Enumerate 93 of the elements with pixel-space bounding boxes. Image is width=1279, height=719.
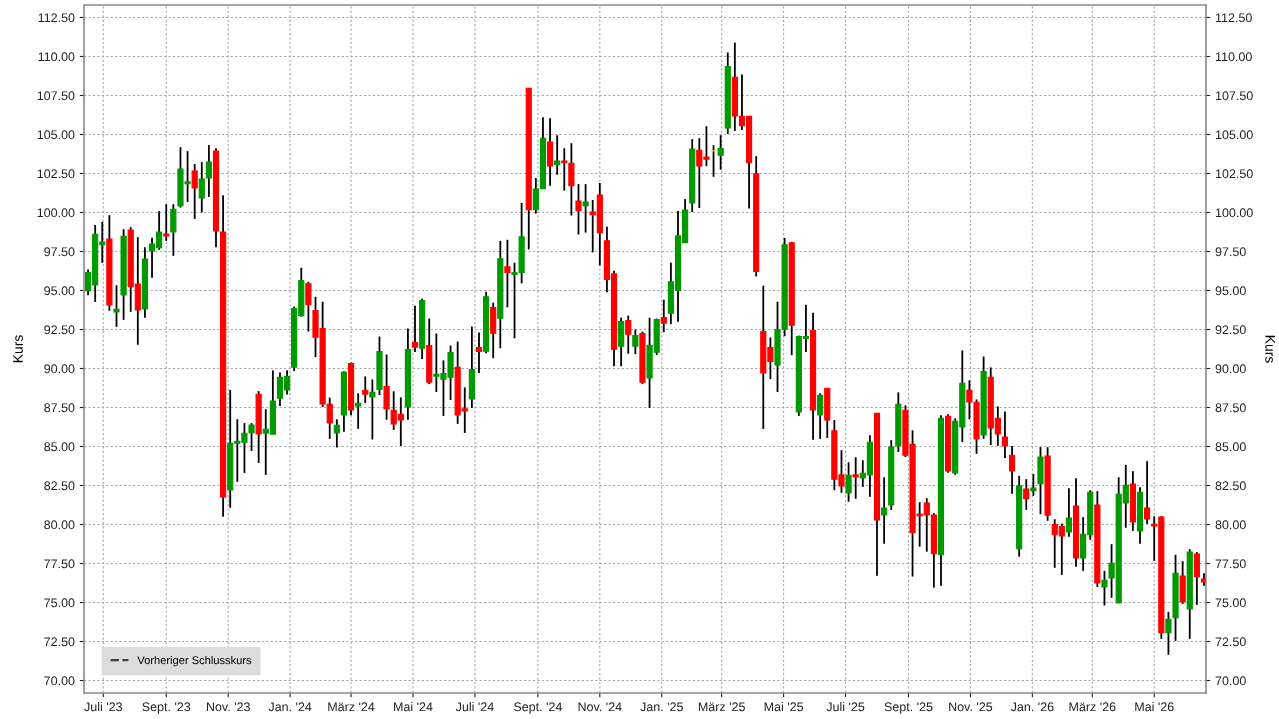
y-tick-label: 80.00 <box>44 520 75 530</box>
y2-tick-label: 95.00 <box>1215 286 1246 296</box>
y-tick-label: 72.50 <box>44 637 75 647</box>
candlestick <box>845 461 852 503</box>
candlestick <box>1023 478 1030 511</box>
x-tick-label: Mai '25 <box>764 702 804 712</box>
candlestick <box>660 298 667 334</box>
y-tick-label: 87.50 <box>44 403 75 413</box>
candlestick <box>625 314 632 355</box>
candlestick <box>852 456 859 500</box>
x-tick-label: Sept. '25 <box>884 702 933 714</box>
y2-tick-label: 82.50 <box>1215 481 1246 491</box>
y-tick-label: 70.00 <box>44 676 75 686</box>
x-tick-label: Sept. '23 <box>142 702 191 714</box>
candlestick <box>170 203 177 257</box>
y2-tick-label: 105.00 <box>1215 130 1253 140</box>
y-axis-title: Kurs <box>13 335 23 363</box>
y2-tick-label: 85.00 <box>1215 442 1246 452</box>
candlestick <box>369 378 376 441</box>
legend-label: Vorheriger Schlusskurs <box>137 655 252 667</box>
candlestick <box>1193 551 1200 606</box>
y-tick-label: 82.50 <box>44 481 75 491</box>
x-tick-label: Nov. '23 <box>206 702 250 712</box>
candlestick <box>113 284 120 328</box>
y2-tick-label: 72.50 <box>1215 637 1246 647</box>
candlestick <box>362 375 369 404</box>
candlestick <box>817 392 824 440</box>
x-tick-label: Juli '24 <box>455 702 494 712</box>
y-tick-label: 112.50 <box>38 13 75 23</box>
candlestick <box>568 142 575 217</box>
candlestick <box>1101 569 1108 607</box>
candlestick <box>191 163 198 220</box>
candlestick <box>710 144 717 178</box>
candlestick <box>1001 410 1009 459</box>
y-tick-label: 90.00 <box>44 364 75 374</box>
candlestick <box>1165 610 1172 656</box>
x-tick-label: Nov. '25 <box>949 702 993 712</box>
y-tick-label: 75.00 <box>44 598 75 608</box>
candlestick <box>575 183 582 236</box>
y2-tick-label: 77.50 <box>1215 559 1246 569</box>
x-tick-label: März '24 <box>328 702 375 712</box>
y2-tick-label: 70.00 <box>1215 676 1246 686</box>
y2-tick-label: 107.50 <box>1215 91 1253 101</box>
x-tick-label: Nov. '24 <box>578 702 622 712</box>
candlestick <box>355 392 362 430</box>
y-tick-label: 105.00 <box>37 130 75 140</box>
y2-tick-label: 75.00 <box>1215 598 1246 608</box>
candlestick <box>1144 460 1151 525</box>
candlestick <box>1065 487 1073 538</box>
candlestick <box>546 117 554 187</box>
y2-tick-label: 97.50 <box>1215 247 1246 257</box>
y-tick-label: 85.00 <box>44 442 75 452</box>
x-tick-label: Juli '23 <box>84 702 122 712</box>
x-tick-label: Sept. '24 <box>513 702 562 714</box>
candlestick <box>881 476 888 545</box>
candlestick <box>333 418 340 449</box>
candlestick <box>411 304 419 354</box>
y2-tick-label: 100.00 <box>1215 208 1253 218</box>
x-tick-label: Mai '26 <box>1135 702 1174 712</box>
y2-tick-label: 112.50 <box>1215 13 1252 23</box>
candlestick <box>504 238 511 309</box>
candlestick <box>163 203 170 242</box>
candlestick <box>305 280 312 333</box>
candlestick <box>1008 444 1016 495</box>
x-tick-label: Jan. '25 <box>640 702 683 712</box>
y-tick-label: 100.00 <box>37 208 75 218</box>
candlestick <box>383 353 390 421</box>
y2-tick-label: 80.00 <box>1215 520 1246 530</box>
y2-axis-title: Kurs <box>1265 335 1275 363</box>
y2-tick-label: 92.50 <box>1215 325 1246 335</box>
x-tick-label: Mai '24 <box>394 702 433 712</box>
y2-tick-label: 102.50 <box>1215 169 1253 179</box>
x-tick-label: März '25 <box>698 702 745 712</box>
candlestick <box>1030 473 1037 497</box>
candlestick <box>582 183 589 234</box>
candlestick <box>248 422 255 452</box>
candlestick <box>475 331 483 374</box>
y-tick-label: 110.00 <box>38 52 75 62</box>
y2-tick-label: 110.00 <box>1215 52 1252 62</box>
y-tick-label: 95.00 <box>44 286 75 296</box>
y-tick-label: 102.50 <box>37 169 75 179</box>
candlestick <box>632 328 639 356</box>
x-tick-label: Jan. '26 <box>1010 702 1054 712</box>
y2-tick-label: 87.50 <box>1215 403 1246 413</box>
y-tick-label: 97.50 <box>44 247 75 257</box>
candlestick <box>717 134 724 171</box>
y-tick-label: 107.50 <box>37 91 75 101</box>
x-tick-label: März '26 <box>1069 702 1116 712</box>
y-tick-label: 77.50 <box>44 559 75 569</box>
x-tick-label: Jan. '24 <box>268 702 312 712</box>
y-tick-label: 92.50 <box>44 325 75 335</box>
x-tick-label: Juli '25 <box>826 702 865 712</box>
y2-tick-label: 90.00 <box>1215 364 1246 374</box>
